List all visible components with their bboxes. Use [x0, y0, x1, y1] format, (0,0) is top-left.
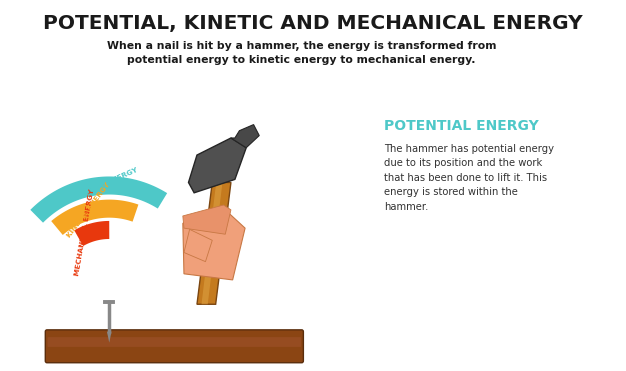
- Text: The hammer has potential energy
due to its position and the work
that has been d: The hammer has potential energy due to i…: [384, 144, 554, 212]
- Text: POTENTIAL ENERGY: POTENTIAL ENERGY: [63, 167, 138, 206]
- Text: POTENTIAL, KINETIC AND MECHANICAL ENERGY: POTENTIAL, KINETIC AND MECHANICAL ENERGY: [43, 14, 583, 33]
- Polygon shape: [183, 205, 231, 234]
- FancyBboxPatch shape: [45, 330, 304, 363]
- Text: When a nail is hit by a hammer, the energy is transformed from
potential energy : When a nail is hit by a hammer, the ener…: [107, 40, 496, 65]
- Polygon shape: [183, 210, 245, 280]
- FancyBboxPatch shape: [48, 337, 301, 347]
- Polygon shape: [107, 332, 111, 343]
- Polygon shape: [188, 138, 246, 193]
- Text: MECHANICAL ENERGY: MECHANICAL ENERGY: [74, 188, 95, 276]
- Polygon shape: [197, 183, 231, 304]
- Text: KINETIC ENERGY: KINETIC ENERGY: [66, 181, 111, 239]
- Text: POTENTIAL ENERGY: POTENTIAL ENERGY: [384, 118, 538, 132]
- Polygon shape: [202, 183, 222, 304]
- Polygon shape: [231, 125, 259, 148]
- Polygon shape: [184, 229, 212, 262]
